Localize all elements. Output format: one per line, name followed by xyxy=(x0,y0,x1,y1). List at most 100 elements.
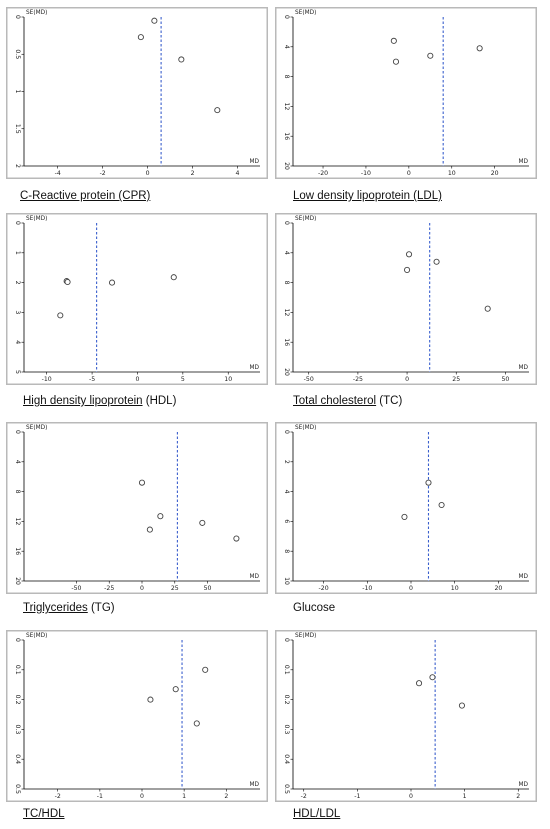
y-tick-label: 4 xyxy=(14,340,21,344)
x-tick-label: 50 xyxy=(501,376,509,383)
panel-frame xyxy=(6,422,268,594)
y-tick-label: 0 xyxy=(283,638,290,642)
y-tick-label: 2 xyxy=(14,164,21,168)
y-tick-label: 0.4 xyxy=(14,754,21,764)
y-tick-label: 0 xyxy=(14,15,21,19)
study-point xyxy=(202,666,209,673)
x-tick-label: 1 xyxy=(182,793,186,800)
panel-caption: High density lipoprotein (HDL) xyxy=(23,395,176,407)
panel-caption: Triglycerides (TG) xyxy=(23,602,115,614)
y-tick-label: 0.3 xyxy=(14,724,21,734)
x-axis-label: MD xyxy=(519,782,529,788)
panel-frame xyxy=(275,213,537,385)
x-tick-label: 2 xyxy=(224,793,228,800)
y-tick-label: 0.3 xyxy=(283,724,290,734)
panel-frame xyxy=(275,7,537,179)
study-point xyxy=(57,312,64,319)
y-tick-label: 0.5 xyxy=(14,784,21,794)
study-point xyxy=(64,278,71,286)
panel-caption: HDL/LDL xyxy=(293,808,340,820)
y-axis-label: SE(MD) xyxy=(26,425,47,431)
x-axis-label: MD xyxy=(250,159,260,165)
x-tick-label: 2 xyxy=(191,170,195,177)
study-point xyxy=(233,535,240,542)
x-tick-label: 25 xyxy=(171,585,179,592)
study-point xyxy=(433,258,440,265)
funnel-plot-svg: 0 0.1 0.2 0.3 0.4 0.5 -2 -1 0 1 2 SE(MD) MD xyxy=(275,630,537,802)
funnel-plot-svg: 0 0.1 0.2 0.3 0.4 0.5 -2 -1 0 1 2 SE(MD) MD xyxy=(6,630,268,802)
x-tick-label: -50 xyxy=(304,376,314,383)
x-tick-label: 5 xyxy=(181,376,185,383)
study-point xyxy=(415,680,423,687)
panel-frame xyxy=(275,422,537,594)
study-point xyxy=(438,501,445,509)
y-tick-label: 20 xyxy=(14,577,21,585)
panel-caption: TC/HDL xyxy=(23,808,65,820)
study-point xyxy=(178,56,185,63)
panel-frame xyxy=(6,7,268,179)
y-tick-label: 0.1 xyxy=(14,665,21,675)
x-tick-label: 0 xyxy=(146,170,150,177)
x-tick-label: -1 xyxy=(97,793,103,800)
y-tick-label: 0 xyxy=(14,638,21,642)
funnel-plot-panel: 0 4 8 12 16 20 -50 -25 0 25 50 SE(MD) MD xyxy=(6,422,268,594)
x-axis-label: MD xyxy=(519,159,529,165)
x-tick-label: -10 xyxy=(42,376,52,383)
y-tick-label: 1 xyxy=(14,251,21,255)
study-point xyxy=(108,279,116,286)
x-tick-label: 25 xyxy=(452,376,460,383)
study-point xyxy=(405,251,413,258)
x-axis-label: MD xyxy=(250,782,260,788)
study-point xyxy=(401,513,408,520)
x-axis-label: MD xyxy=(519,365,529,371)
y-tick-label: 0.2 xyxy=(283,695,290,705)
x-tick-label: -50 xyxy=(71,585,81,592)
x-tick-label: -25 xyxy=(104,585,114,592)
y-tick-label: 0.2 xyxy=(14,695,21,705)
panel-caption: Total cholesterol (TC) xyxy=(293,395,402,407)
study-point xyxy=(146,526,153,533)
y-tick-label: 8 xyxy=(14,490,21,494)
y-axis-label: SE(MD) xyxy=(295,216,316,222)
y-tick-label: 1 xyxy=(14,90,21,94)
x-tick-label: 0 xyxy=(140,793,144,800)
y-tick-label: 3 xyxy=(14,310,21,314)
caption-part: TC/HDL xyxy=(23,808,65,820)
study-point xyxy=(151,17,158,24)
y-tick-label: 0.1 xyxy=(283,665,290,675)
y-tick-label: 5 xyxy=(14,370,21,374)
y-tick-label: 0 xyxy=(283,430,290,434)
y-axis-label: SE(MD) xyxy=(295,633,316,639)
x-tick-label: -2 xyxy=(301,793,307,800)
panel-frame xyxy=(275,630,537,802)
study-point xyxy=(429,674,436,681)
study-point xyxy=(214,107,221,114)
x-tick-label: 2 xyxy=(516,793,520,800)
y-tick-label: 1.5 xyxy=(14,124,21,134)
x-tick-label: -20 xyxy=(318,170,328,177)
y-tick-label: 8 xyxy=(283,75,290,79)
caption-part: (HDL) xyxy=(142,395,177,407)
x-tick-label: -2 xyxy=(100,170,106,177)
panel-caption: C-Reactive protein (CPR) xyxy=(20,190,150,202)
y-tick-label: 12 xyxy=(283,102,290,110)
y-tick-label: 0.5 xyxy=(283,784,290,794)
x-tick-label: 4 xyxy=(236,170,240,177)
caption-part: Total cholesterol xyxy=(293,395,377,407)
funnel-plot-panel: 0 4 8 12 16 20 -50 -25 0 25 50 SE(MD) MD xyxy=(275,213,537,385)
y-tick-label: 20 xyxy=(283,368,290,376)
y-tick-label: 0 xyxy=(14,430,21,434)
y-tick-label: 0 xyxy=(283,15,290,19)
y-tick-label: 4 xyxy=(283,251,290,255)
x-tick-label: 0 xyxy=(409,793,413,800)
x-tick-label: -10 xyxy=(362,585,372,592)
study-point xyxy=(199,519,206,526)
y-tick-label: 8 xyxy=(283,281,290,285)
funnel-plot-panel: 0 0.1 0.2 0.3 0.4 0.5 -2 -1 0 1 2 SE(MD) MD xyxy=(6,630,268,802)
funnel-plot-svg: 0 4 8 12 16 20 -50 -25 0 25 50 SE(MD) MD xyxy=(275,213,537,385)
x-tick-label: -25 xyxy=(353,376,363,383)
caption-part: C-Reactive protein (CPR) xyxy=(20,190,151,202)
y-tick-label: 0.4 xyxy=(283,754,290,764)
funnel-plot-panel: 0 1 2 3 4 5 -10 -5 0 5 10 SE(MD) MD xyxy=(6,213,268,385)
x-tick-label: -4 xyxy=(55,170,61,177)
